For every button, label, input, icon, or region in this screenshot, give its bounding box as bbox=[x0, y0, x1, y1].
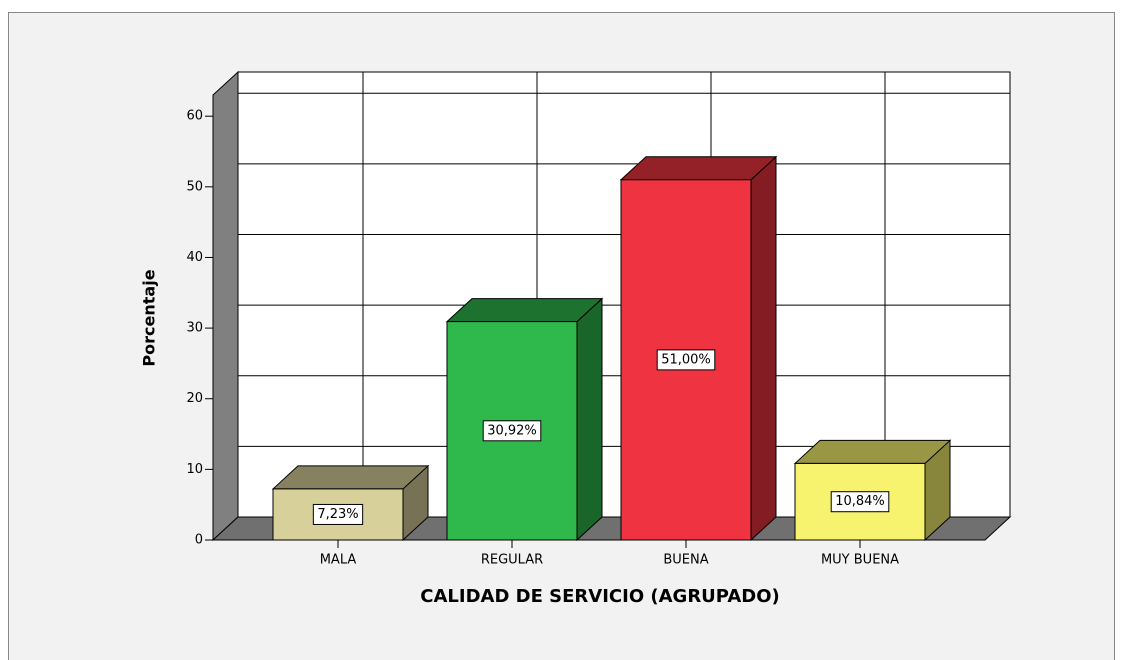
value-label: 30,92% bbox=[487, 423, 537, 438]
value-label: 10,84% bbox=[835, 494, 885, 509]
x-axis-title: CALIDAD DE SERVICIO (AGRUPADO) bbox=[420, 586, 779, 607]
bar-top bbox=[619, 156, 778, 181]
value-label-box bbox=[482, 420, 542, 442]
bar-top bbox=[793, 439, 952, 464]
y-tick-label: 20 bbox=[186, 391, 203, 406]
y-axis-title: Porcentaje bbox=[140, 269, 159, 366]
left-wall bbox=[212, 70, 239, 542]
value-label-box bbox=[830, 491, 890, 513]
bar-side bbox=[576, 297, 603, 542]
y-tick-label: 60 bbox=[186, 109, 203, 124]
y-tick-label: 10 bbox=[186, 462, 203, 477]
y-tick-label: 0 bbox=[195, 533, 203, 548]
y-tick-label: 40 bbox=[186, 250, 203, 265]
value-label-box bbox=[312, 503, 364, 525]
x-tick-label: BUENA bbox=[663, 553, 708, 568]
x-tick-label: REGULAR bbox=[481, 553, 543, 568]
y-tick-label: 30 bbox=[186, 321, 203, 336]
value-label: 7,23% bbox=[317, 507, 358, 522]
x-tick-label: MUY BUENA bbox=[821, 553, 899, 568]
x-tick-label: MALA bbox=[320, 553, 357, 568]
value-label: 51,00% bbox=[661, 352, 711, 367]
value-label-box bbox=[656, 349, 716, 371]
y-tick-label: 50 bbox=[186, 179, 203, 194]
bar-top bbox=[445, 298, 604, 323]
bar-side bbox=[750, 155, 777, 542]
bar-top bbox=[271, 465, 430, 490]
